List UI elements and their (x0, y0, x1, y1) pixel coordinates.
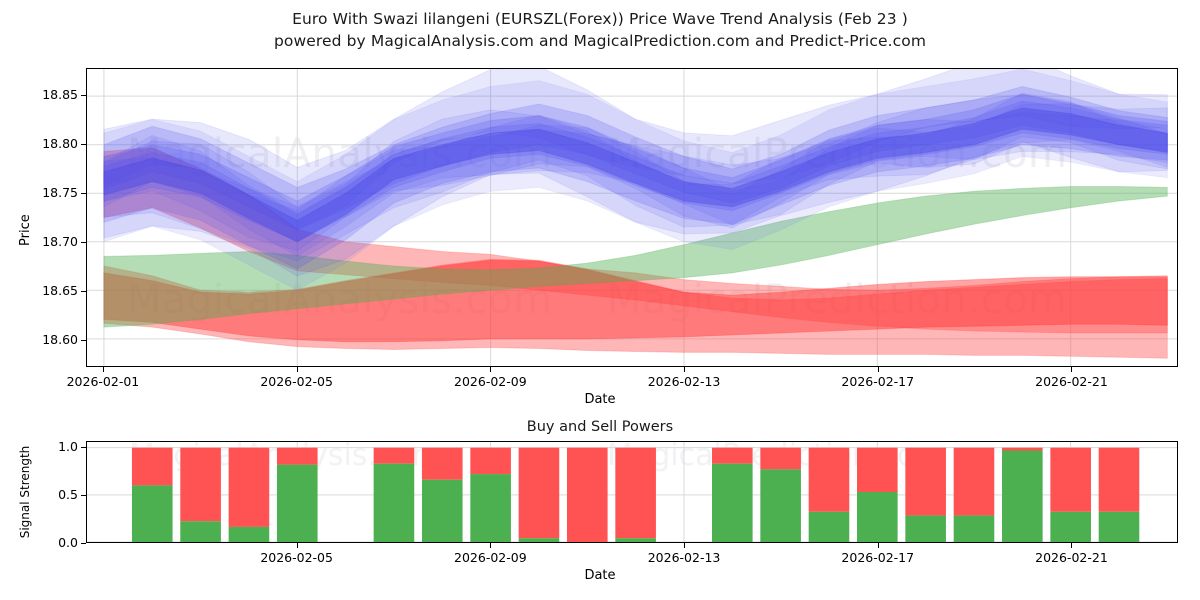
price-y-tick-label: 18.75 (42, 185, 78, 201)
price-x-tick-mark (102, 367, 104, 372)
price-y-tick-mark (81, 290, 86, 292)
bar-group (421, 447, 463, 542)
price-x-tick-label: 2026-02-17 (841, 374, 915, 389)
bar-group (711, 447, 753, 542)
price-y-tick-label: 18.65 (42, 282, 78, 298)
price-y-tick-mark (81, 144, 86, 146)
price-y-tick-mark (81, 241, 86, 243)
bar-x-tick-mark (490, 543, 492, 548)
price-y-tick-label: 18.85 (42, 87, 78, 103)
price-x-tick-label: 2026-02-21 (1035, 374, 1108, 389)
chart-title-line-1: Euro With Swazi lilangeni (EURSZL(Forex)… (292, 10, 908, 28)
bar-x-tick-mark (684, 543, 686, 548)
bar-group (808, 447, 850, 542)
bar-x-axis-label: Date (584, 568, 616, 583)
bar-group (905, 447, 946, 542)
price-chart-plot-area: MagicalAnalysis.com MagicalPrediction.co… (86, 68, 1178, 367)
price-x-tick-mark (684, 367, 686, 372)
price-y-tick-mark (81, 95, 86, 97)
price-x-tick-mark (296, 367, 298, 372)
buy-sell-bars-svg (87, 442, 1177, 542)
bar-x-tick-mark (296, 543, 298, 548)
bar-group (470, 447, 511, 542)
bar-group (760, 447, 801, 542)
price-y-tick-mark (81, 339, 86, 341)
bar-group (228, 447, 270, 542)
bar-x-tick-label: 2026-02-05 (260, 550, 333, 565)
bar-group (131, 447, 173, 542)
bar-x-tick-label: 2026-02-21 (1035, 550, 1108, 565)
bar-chart-title: Buy and Sell Powers (526, 419, 674, 435)
bar-x-tick-label: 2026-02-13 (647, 550, 721, 565)
bar-y-tick-label: 1.0 (58, 438, 78, 454)
bar-x-tick-mark (877, 543, 879, 548)
bar-group (1002, 447, 1043, 542)
bar-y-tick-label: 0.5 (58, 486, 78, 502)
bar-y-tick-mark (81, 543, 86, 544)
price-x-tick-label: 2026-02-05 (260, 374, 333, 389)
price-x-tick-label: 2026-02-01 (66, 374, 140, 389)
price-x-tick-mark (1071, 367, 1073, 372)
bar-group (857, 447, 898, 542)
price-x-tick-label: 2026-02-13 (647, 374, 721, 389)
bar-x-tick-label: 2026-02-09 (454, 550, 527, 565)
price-y-tick-label: 18.70 (42, 233, 78, 249)
price-y-tick-mark (81, 193, 86, 195)
bar-chart-plot-area: MagicalAnalysis.com MagicalPrediction.co… (86, 441, 1178, 543)
bar-x-tick-label: 2026-02-17 (841, 550, 915, 565)
bar-group (1050, 447, 1091, 542)
chart-title-line-2: powered by MagicalAnalysis.com and Magic… (273, 32, 927, 50)
bar-x-tick-mark (1071, 543, 1073, 548)
price-y-tick-label: 18.60 (42, 331, 78, 347)
bar-y-tick-mark (81, 446, 86, 448)
bar-group (180, 447, 221, 542)
bar-group (566, 447, 608, 542)
bar-y-axis-label: Signal Strength (18, 445, 32, 539)
price-x-axis-label: Date (584, 392, 616, 407)
bar-group (953, 447, 995, 542)
price-x-tick-mark (490, 367, 492, 372)
bar-group (615, 447, 656, 542)
bar-group (373, 447, 415, 542)
price-x-tick-label: 2026-02-09 (454, 374, 527, 389)
bar-y-tick-label: 0.0 (58, 535, 78, 550)
price-x-tick-mark (877, 367, 879, 372)
price-wave-svg (87, 69, 1177, 366)
bar-group (518, 447, 560, 542)
price-y-tick-label: 18.80 (42, 136, 78, 152)
bar-group (276, 447, 318, 542)
chart-title-block: Euro With Swazi lilangeni (EURSZL(Forex)… (0, 8, 1200, 52)
bar-y-tick-mark (81, 494, 86, 496)
bar-group (1098, 447, 1140, 542)
